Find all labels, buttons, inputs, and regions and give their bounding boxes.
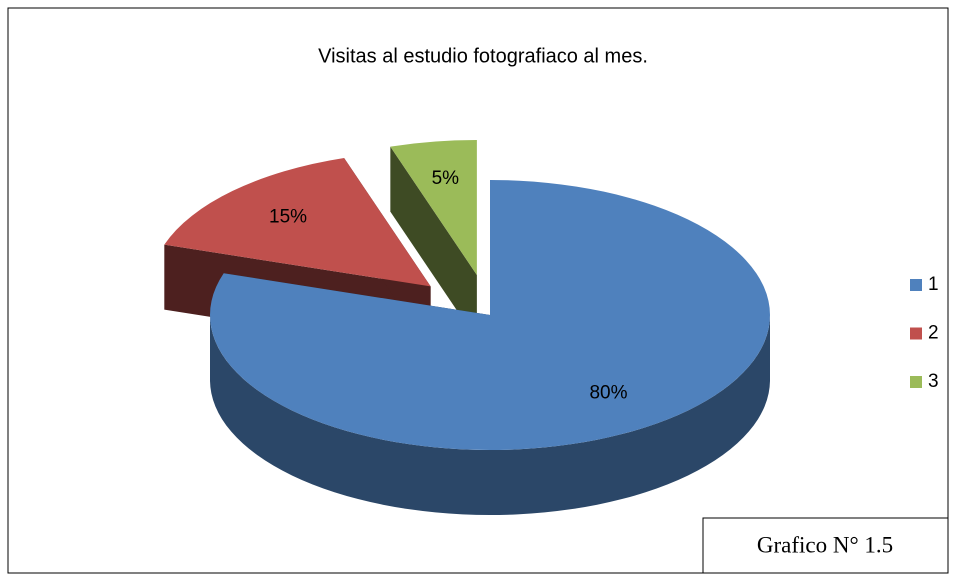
legend-swatch [910, 279, 922, 291]
slice-top [164, 157, 431, 287]
data-label: 15% [269, 207, 307, 228]
legend-swatch [910, 376, 922, 388]
annotation: Grafico N° 1.5 [757, 532, 893, 557]
slice-side [210, 315, 770, 515]
slice [210, 180, 771, 515]
legend-swatch [910, 327, 922, 340]
data-label: 80% [589, 383, 627, 404]
slice-wall [390, 146, 477, 340]
legend-label: 3 [928, 371, 939, 392]
data-label: 5% [432, 168, 460, 189]
chart-title: Visitas al estudio fotografiaco al mes. [318, 45, 648, 67]
slice-top [210, 180, 771, 450]
slice-top [390, 139, 477, 275]
slice [390, 139, 477, 340]
legend-label: 2 [928, 323, 939, 344]
legend-label: 1 [928, 274, 939, 295]
annotation-box [702, 517, 949, 574]
